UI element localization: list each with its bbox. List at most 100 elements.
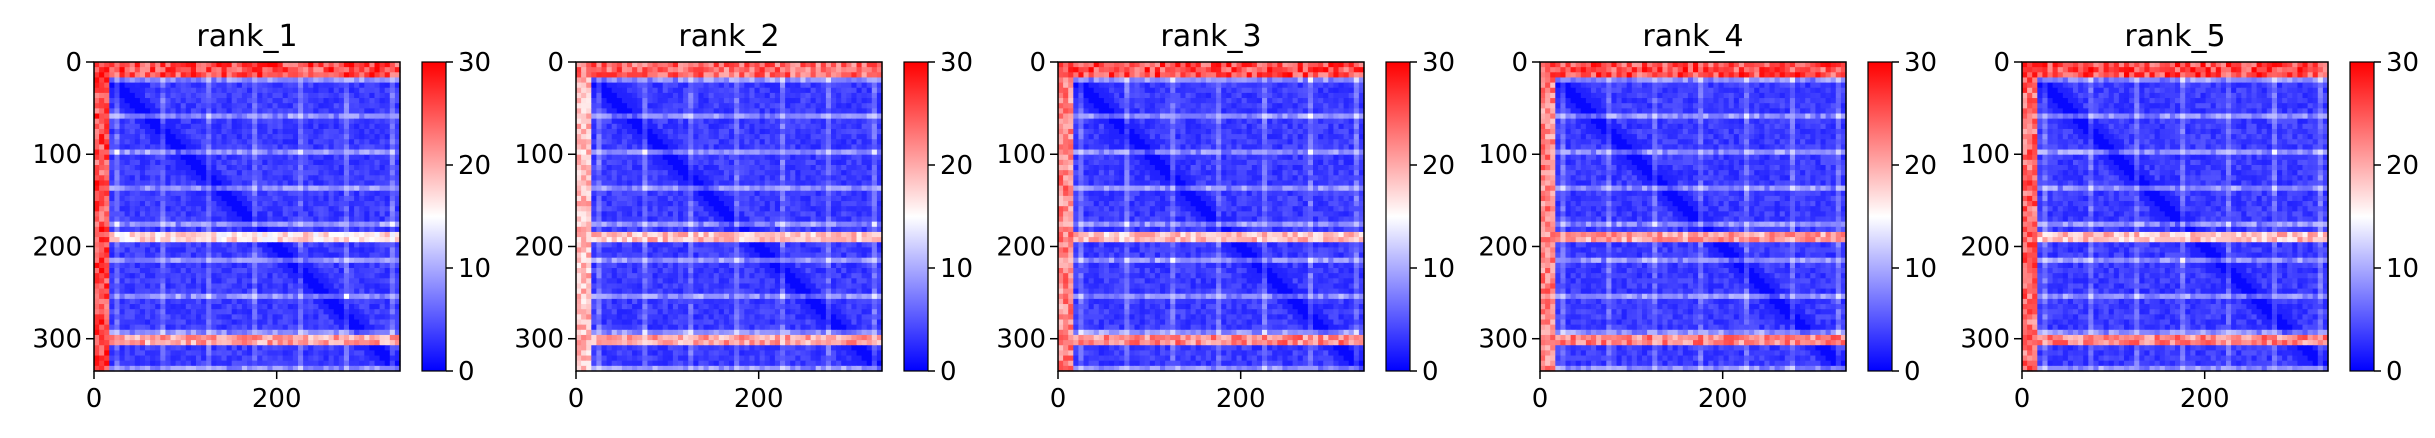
heatmap-cell bbox=[354, 92, 360, 99]
heatmap-cell bbox=[774, 82, 781, 89]
heatmap-cell bbox=[206, 314, 212, 321]
heatmap-cell bbox=[744, 134, 750, 140]
heatmap-cell bbox=[825, 103, 832, 109]
heatmap-cell bbox=[277, 231, 284, 238]
heatmap-cell bbox=[267, 314, 274, 321]
heatmap-cell bbox=[667, 62, 674, 68]
heatmap-cell bbox=[226, 252, 233, 259]
heatmap-cell bbox=[267, 159, 274, 166]
heatmap-cell bbox=[282, 216, 289, 223]
heatmap-cell bbox=[846, 134, 852, 140]
heatmap-cell bbox=[308, 288, 314, 295]
heatmap-cell bbox=[160, 355, 166, 362]
heatmap-cell bbox=[836, 165, 842, 171]
heatmap-cell bbox=[287, 231, 294, 238]
heatmap-cell bbox=[196, 237, 202, 243]
heatmap-cell bbox=[354, 201, 360, 207]
heatmap-cell bbox=[652, 67, 659, 73]
heatmap-cell bbox=[836, 72, 842, 79]
heatmap-cell bbox=[190, 170, 197, 176]
heatmap-cell bbox=[119, 226, 126, 233]
heatmap-cell bbox=[282, 278, 289, 285]
heatmap-cell bbox=[303, 206, 309, 212]
heatmap-cell bbox=[190, 355, 197, 362]
heatmap-cell bbox=[678, 113, 684, 120]
heatmap-cell bbox=[384, 211, 391, 218]
heatmap-cell bbox=[846, 108, 852, 115]
heatmap-cell bbox=[769, 159, 776, 166]
heatmap-cell bbox=[349, 175, 355, 182]
heatmap-cell bbox=[267, 139, 274, 145]
heatmap-cell bbox=[713, 82, 720, 89]
heatmap-cell bbox=[678, 144, 684, 151]
heatmap-cell bbox=[718, 113, 725, 120]
heatmap-cell bbox=[231, 324, 238, 331]
heatmap-cell bbox=[94, 345, 100, 351]
heatmap-cell bbox=[389, 195, 396, 202]
heatmap-cell bbox=[662, 149, 669, 156]
heatmap-cell bbox=[134, 77, 141, 84]
heatmap-cell bbox=[114, 293, 121, 300]
heatmap-cell bbox=[308, 211, 314, 218]
heatmap-cell bbox=[114, 329, 121, 336]
heatmap-cell bbox=[175, 195, 182, 202]
heatmap-cell bbox=[129, 159, 136, 166]
heatmap-cell bbox=[109, 365, 115, 372]
heatmap-cell bbox=[165, 314, 172, 321]
heatmap-cell bbox=[257, 82, 263, 89]
heatmap-cell bbox=[211, 144, 217, 151]
heatmap-cell bbox=[298, 268, 304, 274]
heatmap-cell bbox=[134, 159, 141, 166]
heatmap-cell bbox=[287, 128, 294, 135]
heatmap-cell bbox=[313, 82, 319, 89]
heatmap-cell bbox=[226, 113, 233, 120]
heatmap-cell bbox=[134, 293, 141, 300]
heatmap-cell bbox=[129, 293, 136, 300]
heatmap-cell bbox=[825, 134, 832, 140]
heatmap-cell bbox=[119, 98, 126, 104]
heatmap-cell bbox=[764, 77, 771, 84]
heatmap-cell bbox=[185, 123, 192, 130]
heatmap-cell bbox=[150, 242, 156, 248]
heatmap-cell bbox=[190, 72, 197, 79]
heatmap-cell bbox=[820, 113, 827, 120]
heatmap-cell bbox=[257, 283, 263, 290]
heatmap-cell bbox=[769, 165, 776, 171]
heatmap-cell bbox=[333, 159, 340, 166]
heatmap-cell bbox=[871, 92, 878, 99]
heatmap-cell bbox=[384, 201, 391, 207]
heatmap-cell bbox=[145, 206, 151, 212]
heatmap-cell bbox=[652, 103, 659, 109]
heatmap-cell bbox=[581, 67, 587, 73]
heatmap-cell bbox=[119, 304, 126, 310]
heatmap-cell bbox=[257, 298, 263, 305]
heatmap-cell bbox=[876, 113, 883, 120]
heatmap-cell bbox=[190, 324, 197, 331]
heatmap-cell bbox=[359, 324, 365, 331]
heatmap-cell bbox=[576, 170, 582, 176]
heatmap-cell bbox=[876, 87, 883, 94]
heatmap-cell bbox=[292, 62, 299, 68]
heatmap-cell bbox=[790, 92, 796, 99]
heatmap-cell bbox=[241, 144, 248, 151]
heatmap-cell bbox=[241, 268, 248, 274]
heatmap-cell bbox=[124, 252, 131, 259]
heatmap-cell bbox=[211, 180, 217, 187]
heatmap-cell bbox=[129, 314, 136, 321]
heatmap-cell bbox=[364, 72, 370, 79]
heatmap-cell bbox=[389, 77, 396, 84]
heatmap-cell bbox=[328, 67, 335, 73]
heatmap-cell bbox=[206, 72, 212, 79]
heatmap-cell bbox=[831, 170, 837, 176]
heatmap-cell bbox=[389, 242, 396, 248]
heatmap-cell bbox=[165, 134, 172, 140]
heatmap-cell bbox=[759, 128, 766, 135]
heatmap-cell bbox=[734, 128, 740, 135]
heatmap-cell bbox=[354, 360, 360, 367]
heatmap-cell bbox=[805, 175, 812, 182]
heatmap-cell bbox=[379, 247, 386, 254]
heatmap-cell bbox=[231, 288, 238, 295]
heatmap-cell bbox=[160, 144, 166, 151]
heatmap-cell bbox=[180, 283, 187, 290]
heatmap-cell bbox=[703, 118, 710, 125]
